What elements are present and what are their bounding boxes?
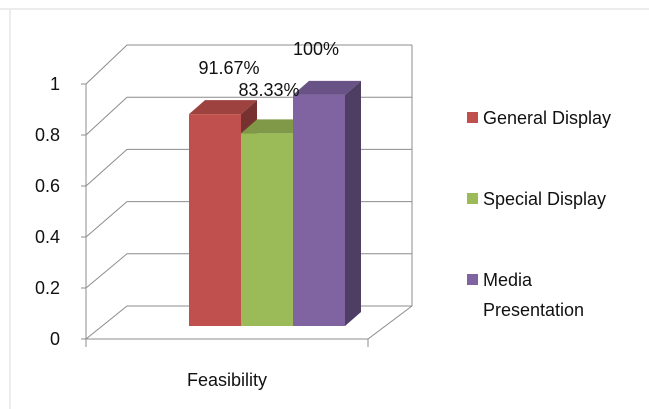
bar (189, 114, 241, 326)
legend: General Display Special Display Media Prese… (467, 108, 611, 320)
bar-side (345, 80, 361, 326)
bar-top (241, 119, 309, 134)
legend-label: Presentation (483, 300, 584, 320)
y-tick-label: 0.6 (35, 176, 60, 196)
y-tick-label: 0 (50, 329, 60, 349)
data-label: 91.67% (198, 58, 259, 78)
data-label: 83.33% (238, 80, 299, 100)
legend-label: Special Display (483, 189, 606, 209)
legend-label: General Display (483, 108, 611, 128)
y-tick-label: 1 (50, 74, 60, 94)
legend-swatch (467, 274, 478, 285)
bar (293, 94, 345, 326)
legend-swatch (467, 193, 478, 204)
gridlines (85, 44, 413, 340)
x-category-label: Feasibility (187, 370, 267, 390)
bar-top (189, 100, 257, 115)
bar-top (293, 80, 361, 95)
axes: 0 0.2 0.4 0.6 0.8 1 Feasibility (35, 74, 369, 390)
bar (241, 133, 293, 326)
data-label: 100% (293, 39, 339, 59)
y-tick-label: 0.2 (35, 278, 60, 298)
data-labels: 91.67%83.33% 100% (198, 39, 339, 100)
legend-swatch (467, 112, 478, 123)
bars (189, 80, 361, 326)
y-tick-label: 0.4 (35, 227, 60, 247)
legend-label: Media (483, 270, 533, 290)
y-tick-label: 0.8 (35, 125, 60, 145)
gridline (85, 44, 412, 85)
